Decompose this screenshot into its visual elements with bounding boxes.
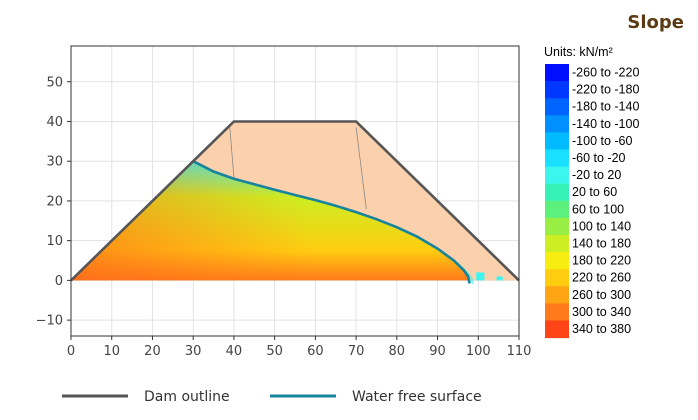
colorbar-label: 340 to 380 bbox=[572, 322, 631, 336]
y-tick-label: 20 bbox=[46, 194, 63, 209]
colorbar-swatch bbox=[545, 115, 569, 133]
lines bbox=[70, 120, 520, 284]
seepage-patch bbox=[476, 272, 485, 281]
dam-outline-line bbox=[70, 120, 520, 282]
colorbar: Units: kN/m² -260 to -220 -220 to -180 -180… bbox=[544, 45, 639, 339]
x-tick-label: 60 bbox=[307, 344, 324, 359]
x-tick-label: 80 bbox=[389, 344, 406, 359]
x-tick-label: 110 bbox=[507, 344, 532, 359]
x-tick-label: 40 bbox=[226, 344, 243, 359]
x-tick-label: 10 bbox=[103, 344, 120, 359]
page-title: Slope bbox=[627, 12, 684, 33]
colorbar-swatch bbox=[545, 98, 569, 116]
colorbar-swatch bbox=[545, 64, 569, 82]
colorbar-swatch bbox=[545, 303, 569, 321]
colorbar-swatch bbox=[545, 320, 569, 339]
colorbar-label: -220 to -180 bbox=[572, 83, 639, 97]
y-tick-label: 30 bbox=[46, 155, 63, 170]
y-tick-label: 40 bbox=[46, 115, 63, 130]
colorbar-label: -260 to -220 bbox=[572, 66, 639, 80]
colorbar-swatch bbox=[545, 200, 569, 219]
stress-field bbox=[71, 121, 519, 285]
water-free-surface-line bbox=[191, 159, 471, 284]
colorbar-label: -180 to -140 bbox=[572, 100, 639, 114]
x-tick-label: 0 bbox=[67, 344, 75, 359]
wet-zone-base bbox=[71, 161, 470, 283]
x-axis: 0 10 20 30 40 50 60 70 80 90 100 110 bbox=[67, 336, 532, 359]
colorbar-units: Units: kN/m² bbox=[544, 45, 613, 59]
colorbar-label: -60 to -20 bbox=[572, 151, 626, 165]
colorbar-label: 140 to 180 bbox=[572, 237, 631, 251]
colorbar-label: 20 to 60 bbox=[572, 185, 617, 199]
x-tick-label: 70 bbox=[348, 344, 365, 359]
colorbar-label: -140 to -100 bbox=[572, 117, 639, 131]
colorbar-label: 260 to 300 bbox=[572, 288, 631, 302]
colorbar-swatch bbox=[545, 235, 569, 253]
colorbar-swatch bbox=[545, 269, 569, 287]
x-tick-label: 50 bbox=[266, 344, 283, 359]
colorbar-label: 180 to 220 bbox=[572, 254, 631, 268]
legend-label: Water free surface bbox=[352, 389, 482, 405]
colorbar-swatch bbox=[545, 217, 569, 236]
plot-border bbox=[70, 45, 520, 337]
colorbar-swatch bbox=[545, 183, 569, 202]
colorbar-swatch bbox=[545, 149, 569, 168]
core-line bbox=[229, 127, 235, 178]
colorbar-label: -100 to -60 bbox=[572, 134, 633, 148]
y-axis: −10 0 10 20 30 40 50 bbox=[36, 75, 71, 329]
colorbar-label: 300 to 340 bbox=[572, 305, 631, 319]
colorbar-swatch bbox=[545, 81, 569, 99]
y-tick-label: −10 bbox=[36, 314, 63, 329]
colorbar-label: 100 to 140 bbox=[572, 219, 631, 233]
colorbar-swatch bbox=[545, 252, 569, 270]
legend-label: Dam outline bbox=[144, 389, 230, 405]
y-tick-label: 50 bbox=[46, 75, 63, 90]
x-tick-label: 30 bbox=[185, 344, 202, 359]
x-tick-label: 20 bbox=[144, 344, 161, 359]
colorbar-swatch bbox=[545, 132, 569, 150]
y-tick-label: 0 bbox=[55, 274, 63, 289]
core-line bbox=[355, 127, 367, 209]
legend: Dam outline Water free surface bbox=[62, 389, 482, 405]
x-tick-label: 90 bbox=[429, 344, 446, 359]
colorbar-label: -20 to 20 bbox=[572, 168, 621, 182]
x-tick-label: 100 bbox=[466, 344, 491, 359]
colorbar-label: 60 to 100 bbox=[572, 202, 624, 216]
seepage-patch bbox=[496, 276, 503, 281]
colorbar-swatch bbox=[545, 166, 569, 185]
plot-frame bbox=[70, 45, 520, 337]
colorbar-label: 220 to 260 bbox=[572, 271, 631, 285]
colorbar-swatch bbox=[545, 286, 569, 304]
y-tick-label: 10 bbox=[46, 234, 63, 249]
